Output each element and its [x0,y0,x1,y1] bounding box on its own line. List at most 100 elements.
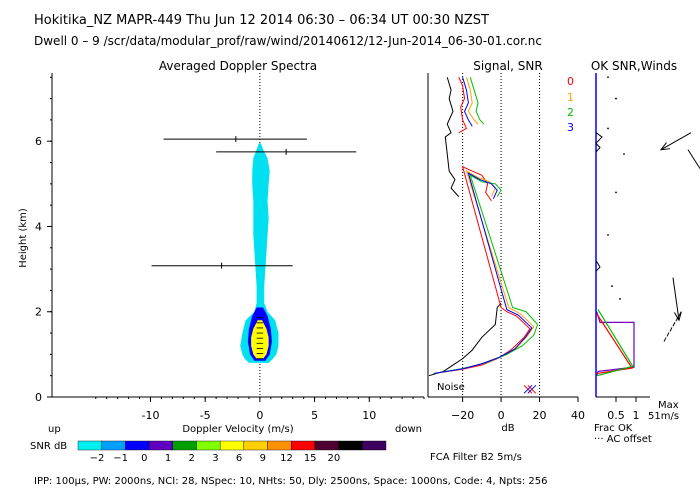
wind-barb [663,337,667,342]
cyan-snr-region [240,143,279,363]
cbar-tick-label: 1 [165,453,171,464]
header-subtitle: Dwell 0 – 9 /scr/data/modular_prof/raw/w… [34,34,542,48]
cbar-tick-label: 6 [236,453,242,464]
ok-panel: 0.5 1 [595,73,650,422]
doppler-xtick-label: -5 [200,409,211,422]
max-label: Max [658,400,679,411]
ok-xtick-label: 0.5 [607,409,625,422]
snr-xtick-label: 0 [498,409,505,422]
legend-2: 2 [567,106,574,119]
ac-offset-dot [607,127,609,130]
doppler-ytick-label: 2 [35,306,42,319]
snr-xtick-label: −20 [451,409,474,422]
doppler-panel: -10 -5 0 5 10 0 2 4 6 [35,73,425,422]
ac-offset-dot [623,153,625,155]
snr-series-1 [465,77,479,125]
cbar-tick-label: 12 [280,453,293,464]
doppler-ylabel: Height (km) [18,208,29,268]
ac-offset-dot [607,76,609,79]
cbar-swatch [267,440,292,451]
ok-wiggle [595,260,601,272]
noise-label: Noise [437,382,465,393]
ok-series-frac [596,311,635,376]
cbar-tick-label: 9 [260,453,266,464]
cbar-tick-label: 15 [304,453,317,464]
doppler-xtick-label: -10 [141,409,159,422]
doppler-xlabel: Doppler Velocity (m/s) [182,424,293,435]
filter-label: FCA Filter B2 5m/s [430,452,522,463]
snr-series-2 [469,77,485,125]
cbar-tick-label: 20 [328,453,341,464]
ac-offset-label: ··· AC offset [594,434,652,445]
snr-series-0 [433,165,531,375]
snr-series-3 [433,172,533,375]
legend-0: 0 [567,75,574,88]
wind-barb [678,311,682,317]
noise-marker [527,384,537,394]
ok-wiggle [595,132,603,153]
snr-series-2 [433,174,539,375]
header-title: Hokitika_NZ MAPR-449 Thu Jun 12 2014 06:… [34,13,489,28]
doppler-xtick-label: 5 [311,409,318,422]
doppler-ytick-label: 4 [35,220,42,233]
wind-arrow-head [673,311,682,322]
ac-offset-dot [611,285,613,288]
label-up: up [48,424,61,435]
cbar-swatch [196,440,221,451]
cbar-swatch [291,440,316,451]
ok-title: OK SNR,Winds [591,59,677,73]
snr-xtick-label: 20 [533,409,547,422]
wind-arrow [687,149,700,170]
ok-xlabel: Frac OK [594,423,633,434]
yellow-snr-region [251,320,269,359]
cbar-swatch [172,440,197,451]
wind-barb [669,327,673,332]
doppler-ytick-label: 6 [35,135,42,148]
cbar-tick-label: 2 [189,453,195,464]
ok-series-frac-red [596,313,634,375]
ac-offset-dot [615,191,617,194]
snr-series-3 [462,77,473,127]
cbar-swatch [148,440,173,451]
snr-xlabel: dB [501,423,514,434]
cbar-swatch [314,440,339,451]
doppler-xtick-label: 0 [256,409,263,422]
cbar-swatch [362,440,387,451]
wind-arrow [660,132,692,151]
noise-marker [523,384,533,394]
cbar-swatch [125,440,150,451]
snr-series-noise [428,302,502,377]
cbar-tick-label: −2 [90,453,105,464]
cbar-tick-label: −1 [113,453,128,464]
cbar-swatch [101,440,126,451]
wind-arrow [672,277,680,321]
cbar-label: SNR dB [30,441,67,452]
snr-panel: −20 0 20 40 [427,73,585,422]
max-value: 51m/s [648,411,679,422]
doppler-title: Averaged Doppler Spectra [159,59,317,73]
snr-xtick-label: 40 [571,409,585,422]
cbar-swatch [338,440,363,451]
cbar-swatch [219,440,245,451]
wind-barb [672,322,676,327]
colorbar: −2 −1 0 1 2 3 6 9 12 15 20 [77,440,387,464]
ac-offset-dot [619,298,621,300]
wind-barb [666,332,670,337]
footer-params: IPP: 100μs, PW: 2000ns, NCI: 28, NSpec: … [34,476,547,487]
wind-panel [659,132,700,342]
snr-series-0 [458,77,468,134]
ac-offset-dot [615,97,617,100]
snr-series-signal [444,77,460,197]
wind-arrow-head [659,142,670,151]
ok-series-frac-green [597,309,634,377]
legend-3: 3 [567,121,574,134]
doppler-ytick-label: 0 [35,391,42,404]
cbar-tick-label: 3 [212,453,218,464]
snr-series-1 [433,170,535,375]
snr-title: Signal, SNR [473,59,542,73]
label-down: down [395,424,422,435]
cbar-swatch [77,440,102,451]
ac-offset-dot [607,234,609,236]
cbar-swatch [243,440,268,451]
